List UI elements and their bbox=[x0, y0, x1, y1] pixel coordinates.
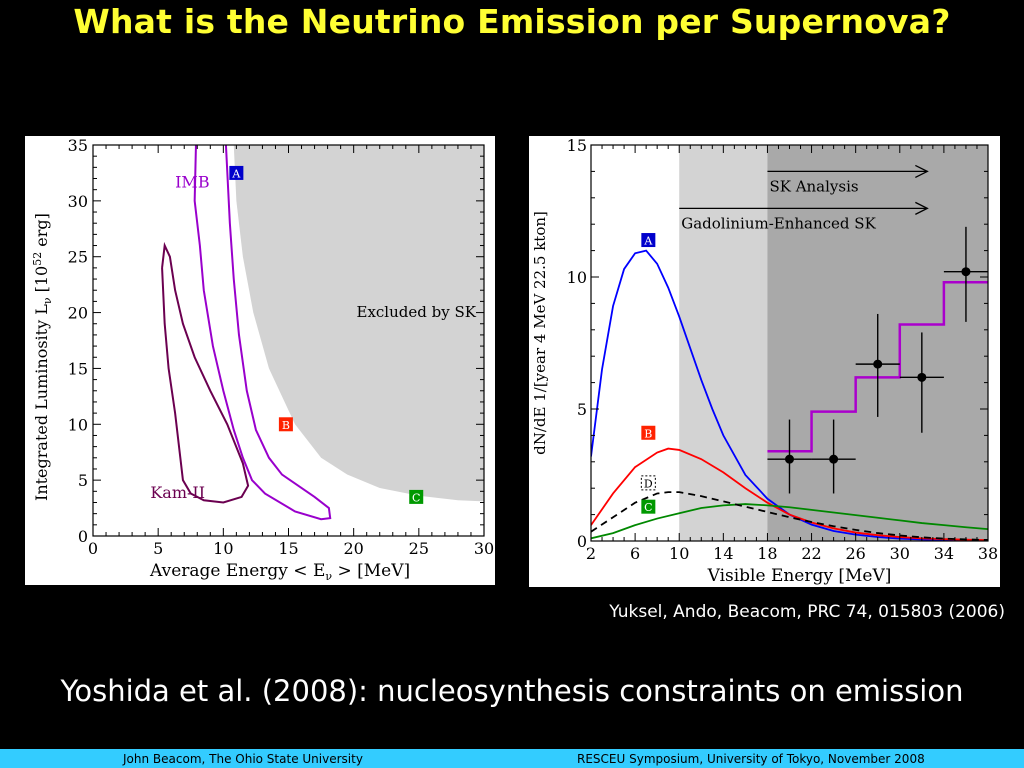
left-y-tick-label: 15 bbox=[68, 359, 88, 378]
footer-bar: John Beacom, The Ohio State University R… bbox=[0, 749, 1024, 768]
spectrum-curve-B bbox=[591, 447, 988, 541]
data-point bbox=[873, 359, 883, 369]
left-x-axis-label: Average Energy < Eν > [MeV] bbox=[149, 561, 410, 583]
contour-imb bbox=[193, 145, 332, 521]
right-x-tick-label: 34 bbox=[934, 544, 954, 563]
left-marker-B bbox=[278, 417, 293, 432]
contour-label-imb: IMB bbox=[175, 172, 209, 191]
right-x-tick-label: 2 bbox=[586, 544, 596, 563]
citation: Yuksel, Ando, Beacom, PRC 74, 015803 (20… bbox=[609, 602, 1005, 622]
data-point bbox=[917, 372, 927, 382]
left-y-tick-label: 30 bbox=[68, 192, 88, 211]
right-marker-A bbox=[641, 233, 656, 248]
left-x-tick-label: 10 bbox=[213, 539, 233, 558]
arrow-label-sk-analysis: SK Analysis bbox=[769, 177, 858, 195]
slide-subtitle: Yoshida et al. (2008): nucleosynthesis c… bbox=[60, 674, 964, 708]
left-y-tick-label: 0 bbox=[78, 527, 88, 546]
left-x-tick-label: 15 bbox=[278, 539, 298, 558]
right-x-tick-label: 18 bbox=[757, 544, 777, 563]
right-y-tick-label: 5 bbox=[577, 400, 587, 419]
right-marker-label-A: A bbox=[643, 235, 653, 248]
right-y-tick-label: 10 bbox=[567, 268, 587, 287]
contour-kam-ii bbox=[161, 241, 250, 504]
arrow-head bbox=[915, 164, 929, 178]
right-marker-label-C: C bbox=[644, 501, 652, 514]
right-x-tick-label: 38 bbox=[978, 544, 998, 563]
left-marker-label-C: C bbox=[412, 491, 420, 504]
left-y-tick-label: 25 bbox=[68, 248, 88, 267]
right-x-tick-label: 26 bbox=[845, 544, 865, 563]
right-x-tick-label: 22 bbox=[801, 544, 821, 563]
right-x-tick-label: 14 bbox=[713, 544, 733, 563]
data-point bbox=[829, 454, 839, 464]
data-point bbox=[961, 267, 971, 277]
right-marker-C bbox=[641, 499, 656, 514]
left-y-tick-label: 5 bbox=[78, 471, 88, 490]
right-marker-label-B: B bbox=[644, 427, 652, 440]
slide-title: What is the Neutrino Emission per Supern… bbox=[73, 2, 951, 41]
left-marker-label-B: B bbox=[282, 419, 290, 432]
right-y-tick-label: 15 bbox=[567, 136, 587, 155]
footer-left-text: John Beacom, The Ohio State University bbox=[123, 752, 363, 766]
spectrum-curve-D bbox=[591, 491, 988, 541]
luminosity-energy-svg: Excluded by SK IMB Kam-II A B C 0 5 10 15 20 25 30 0 5… bbox=[31, 136, 494, 583]
excluded-region-label: Excluded by SK bbox=[357, 303, 477, 321]
left-x-tick-label: 25 bbox=[409, 539, 429, 558]
right-marker-label-D: D bbox=[644, 477, 653, 490]
contour-label-kam-ii: Kam-II bbox=[150, 483, 205, 502]
right-marker-D bbox=[640, 475, 656, 491]
left-y-axis-label: Integrated Luminosity Lν [1052 erg] bbox=[31, 213, 54, 501]
left-x-tick-label: 20 bbox=[343, 539, 363, 558]
right-x-tick-label: 6 bbox=[630, 544, 640, 563]
left-y-tick-label: 20 bbox=[68, 304, 88, 323]
data-point bbox=[785, 454, 794, 464]
left-x-tick-label: 0 bbox=[88, 539, 98, 558]
right-marker-B bbox=[641, 425, 656, 440]
luminosity-energy-chart: Excluded by SK IMB Kam-II A B C 0 5 10 15 20 25 30 0 5… bbox=[25, 136, 495, 585]
left-x-tick-label: 5 bbox=[153, 539, 163, 558]
right-y-tick-label: 0 bbox=[577, 532, 587, 551]
right-x-tick-label: 10 bbox=[669, 544, 689, 563]
visible-energy-spectrum-chart: SK Analysis Gadolinium-Enhanced SK A B D C 2 6 1… bbox=[529, 136, 1000, 587]
footer-right-text: RESCEU Symposium, University of Tokyo, N… bbox=[577, 752, 925, 766]
left-y-tick-label: 35 bbox=[68, 136, 88, 155]
right-y-axis-label: dN/dE 1/[year 4 MeV 22.5 kton] bbox=[531, 211, 549, 455]
spectrum-curve-C bbox=[591, 503, 988, 540]
left-y-tick-label: 10 bbox=[68, 415, 88, 434]
arrow-head bbox=[915, 201, 929, 215]
left-marker-label-A: A bbox=[231, 167, 241, 180]
left-x-tick-label: 30 bbox=[474, 539, 494, 558]
excluded-region bbox=[233, 145, 484, 502]
right-x-tick-label: 30 bbox=[890, 544, 910, 563]
arrow-label-gadolinium-enhanced-sk: Gadolinium-Enhanced SK bbox=[681, 214, 876, 232]
left-marker-A bbox=[229, 165, 244, 180]
right-x-axis-label: Visible Energy [MeV] bbox=[707, 566, 892, 586]
left-marker-C bbox=[409, 489, 424, 504]
